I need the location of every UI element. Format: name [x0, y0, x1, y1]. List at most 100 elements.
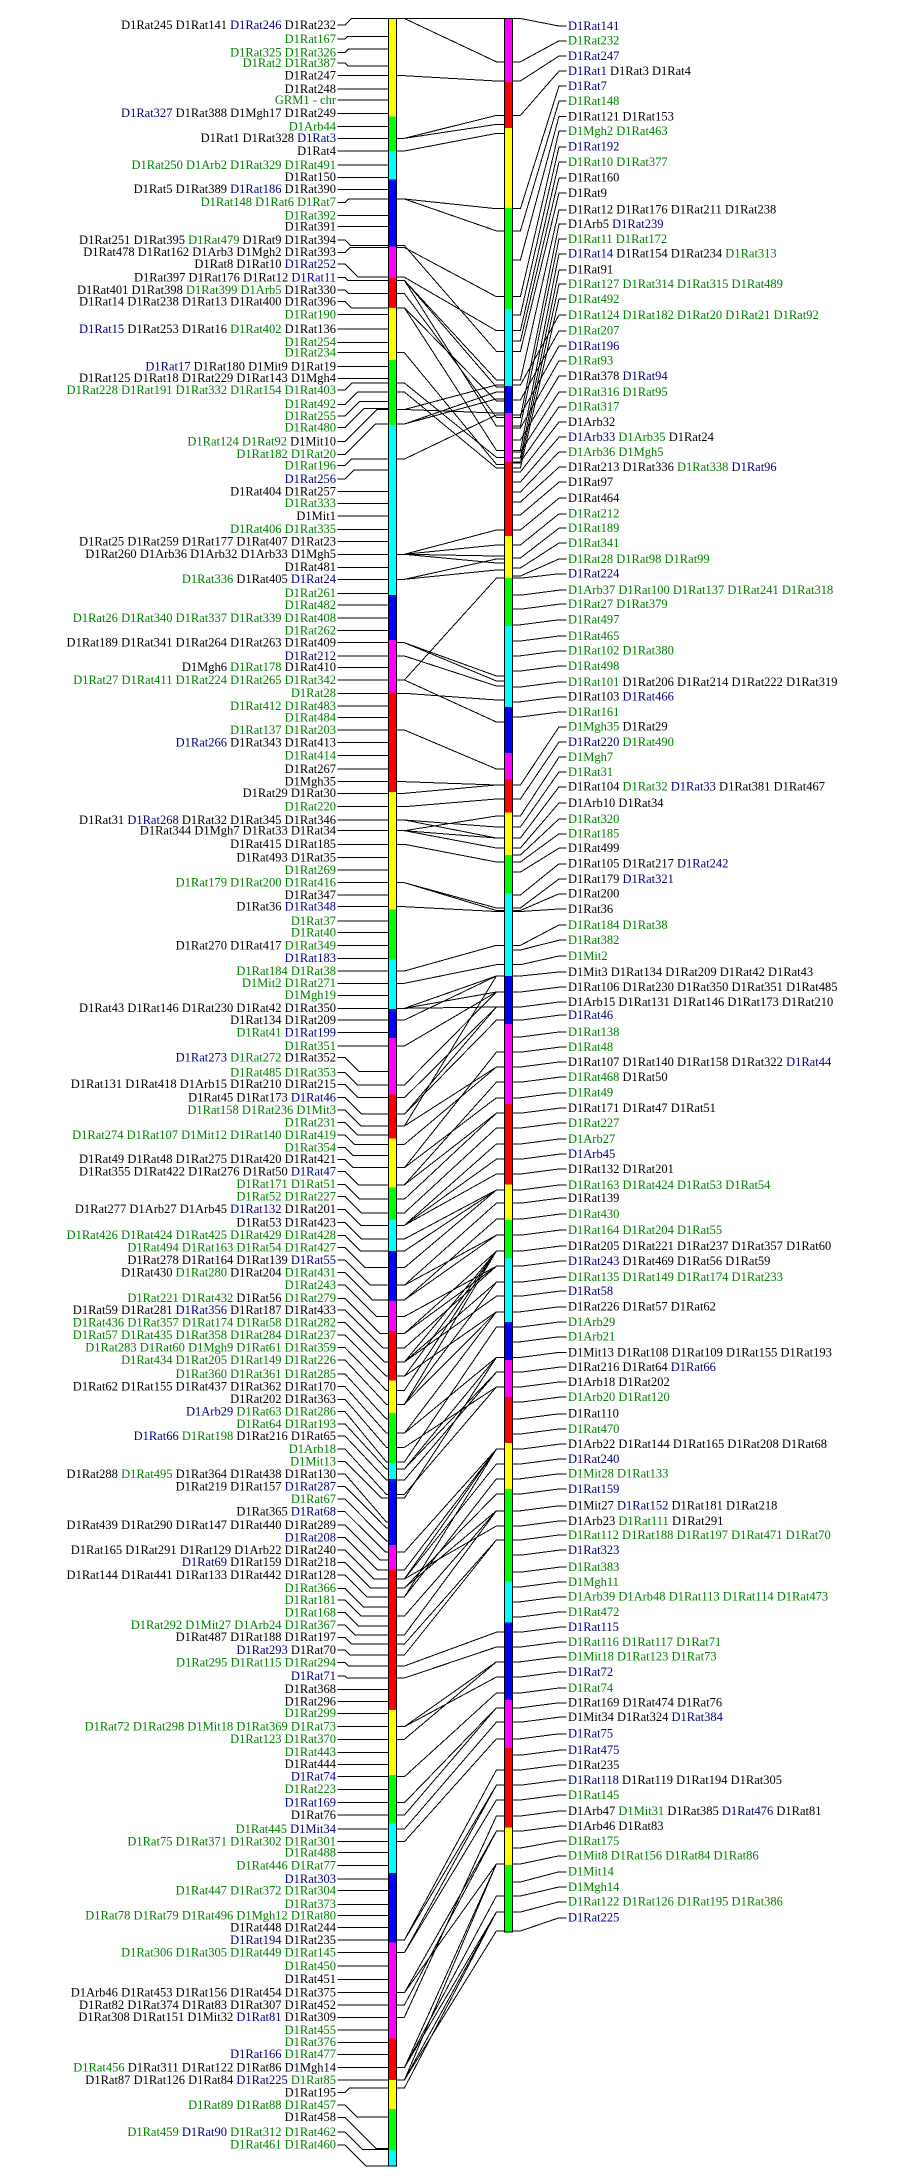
svg-text:D1Rat316 D1Rat95: D1Rat316 D1Rat95 — [568, 385, 668, 399]
svg-text:D1Rat243 D1Rat469 D1Rat56 D1Ra: D1Rat243 D1Rat469 D1Rat56 D1Rat59 — [568, 1254, 770, 1268]
svg-text:D1Rat243: D1Rat243 — [285, 1278, 336, 1292]
svg-text:D1Mgh2 D1Rat463: D1Mgh2 D1Rat463 — [568, 124, 668, 138]
svg-text:D1Rat397 D1Rat176 D1Rat12 D1Ra: D1Rat397 D1Rat176 D1Rat12 D1Rat11 — [134, 271, 336, 285]
svg-text:D1Rat261: D1Rat261 — [285, 586, 336, 600]
svg-text:D1Rat57 D1Rat435 D1Rat358 D1Ra: D1Rat57 D1Rat435 D1Rat358 D1Rat284 D1Rat… — [73, 1328, 336, 1342]
svg-text:D1Rat67: D1Rat67 — [291, 1492, 336, 1506]
svg-text:D1Rat382: D1Rat382 — [568, 933, 619, 947]
svg-text:D1Rat181: D1Rat181 — [285, 1593, 336, 1607]
svg-text:D1Rat27 D1Rat411 D1Rat224 D1Ra: D1Rat27 D1Rat411 D1Rat224 D1Rat265 D1Rat… — [73, 673, 336, 687]
svg-text:D1Rat141: D1Rat141 — [568, 19, 619, 33]
svg-text:D1Rat53 D1Rat423: D1Rat53 D1Rat423 — [236, 1216, 336, 1230]
svg-text:D1Rat484: D1Rat484 — [285, 711, 337, 725]
svg-text:D1Rat373: D1Rat373 — [285, 1897, 336, 1911]
svg-text:D1Rat232: D1Rat232 — [568, 34, 619, 48]
svg-text:D1Rat205 D1Rat221 D1Rat237 D1R: D1Rat205 D1Rat221 D1Rat237 D1Rat357 D1Ra… — [568, 1239, 831, 1253]
svg-text:D1Rat189 D1Rat341 D1Rat264 D1R: D1Rat189 D1Rat341 D1Rat264 D1Rat263 D1Ra… — [67, 636, 336, 650]
svg-text:D1Rat196: D1Rat196 — [285, 459, 336, 473]
svg-text:D1Mgh6 D1Rat178 D1Rat410: D1Mgh6 D1Rat178 D1Rat410 — [182, 660, 336, 674]
svg-text:D1Arb5 D1Rat239: D1Arb5 D1Rat239 — [568, 217, 663, 231]
svg-text:D1Mgh19: D1Mgh19 — [285, 988, 336, 1002]
svg-text:D1Rat14 D1Rat238 D1Rat13 D1Rat: D1Rat14 D1Rat238 D1Rat13 D1Rat400 D1Rat3… — [79, 295, 336, 309]
svg-text:D1Rat159: D1Rat159 — [568, 1482, 619, 1496]
svg-text:D1Arb29 D1Rat63 D1Rat286: D1Arb29 D1Rat63 D1Rat286 — [186, 1405, 336, 1419]
svg-text:D1Mit28 D1Rat133: D1Mit28 D1Rat133 — [568, 1467, 668, 1481]
svg-text:D1Rat247: D1Rat247 — [568, 49, 619, 63]
svg-text:D1Rat123 D1Rat370: D1Rat123 D1Rat370 — [230, 1732, 336, 1746]
svg-text:D1Rat58: D1Rat58 — [568, 1284, 613, 1298]
svg-text:D1Rat183: D1Rat183 — [285, 951, 336, 965]
svg-text:D1Rat251 D1Rat395 D1Rat479 D1R: D1Rat251 D1Rat395 D1Rat479 D1Rat9 D1Rat3… — [79, 233, 337, 247]
svg-text:D1Arb18 D1Rat202: D1Arb18 D1Rat202 — [568, 1375, 670, 1389]
svg-text:D1Rat125 D1Rat18 D1Rat229 D1Ra: D1Rat125 D1Rat18 D1Rat229 D1Rat143 D1Mgh… — [79, 371, 337, 385]
svg-text:D1Rat171 D1Rat47 D1Rat51: D1Rat171 D1Rat47 D1Rat51 — [568, 1101, 716, 1115]
svg-text:D1Rat139: D1Rat139 — [568, 1191, 619, 1205]
svg-text:D1Rat37: D1Rat37 — [291, 914, 336, 928]
svg-text:D1Rat446 D1Rat77: D1Rat446 D1Rat77 — [236, 1859, 336, 1873]
svg-text:D1Rat161: D1Rat161 — [568, 705, 619, 719]
svg-text:D1Rat415 D1Rat185: D1Rat415 D1Rat185 — [230, 837, 336, 851]
svg-text:D1Mit2 D1Rat271: D1Mit2 D1Rat271 — [242, 976, 336, 990]
svg-text:D1Arb20 D1Rat120: D1Arb20 D1Rat120 — [568, 1390, 670, 1404]
svg-text:D1Rat444: D1Rat444 — [285, 1757, 337, 1771]
svg-text:D1Rat75 D1Rat371 D1Rat302 D1Ra: D1Rat75 D1Rat371 D1Rat302 D1Rat301 — [127, 1835, 336, 1849]
svg-text:D1Rat167: D1Rat167 — [285, 32, 336, 46]
svg-text:D1Rat106 D1Rat230 D1Rat350 D1R: D1Rat106 D1Rat230 D1Rat350 D1Rat351 D1Ra… — [568, 980, 837, 994]
svg-text:D1Rat25 D1Rat259 D1Rat177 D1Ra: D1Rat25 D1Rat259 D1Rat177 D1Rat407 D1Rat… — [79, 535, 336, 549]
svg-text:D1Rat392: D1Rat392 — [285, 209, 336, 223]
svg-text:D1Rat351: D1Rat351 — [285, 1039, 336, 1053]
svg-text:D1Rat97: D1Rat97 — [568, 475, 613, 489]
svg-text:D1Rat450: D1Rat450 — [285, 1959, 336, 1973]
svg-text:D1Rat414: D1Rat414 — [285, 749, 337, 763]
svg-text:D1Rat72: D1Rat72 — [568, 1665, 613, 1679]
svg-text:D1Arb27: D1Arb27 — [568, 1132, 615, 1146]
svg-text:D1Rat485 D1Rat353: D1Rat485 D1Rat353 — [230, 1066, 336, 1080]
svg-text:D1Rat165 D1Rat291 D1Rat129 D1A: D1Rat165 D1Rat291 D1Rat129 D1Arb22 D1Rat… — [71, 1543, 336, 1557]
svg-text:D1Rat78 D1Rat79 D1Rat496 D1Mgh: D1Rat78 D1Rat79 D1Rat496 D1Mgh12 D1Rat80 — [85, 1909, 336, 1923]
svg-text:D1Rat376: D1Rat376 — [285, 2035, 336, 2049]
svg-text:D1Rat250 D1Arb2 D1Rat329 D1Rat: D1Rat250 D1Arb2 D1Rat329 D1Rat491 — [131, 158, 336, 172]
svg-text:D1Rat212: D1Rat212 — [285, 649, 336, 663]
svg-text:D1Rat430 D1Rat280 D1Rat204 D1R: D1Rat430 D1Rat280 D1Rat204 D1Rat431 — [121, 1266, 336, 1280]
svg-text:D1Rat132 D1Rat201: D1Rat132 D1Rat201 — [568, 1162, 674, 1176]
svg-text:D1Rat15 D1Rat253 D1Rat16 D1Rat: D1Rat15 D1Rat253 D1Rat16 D1Rat402 D1Rat1… — [79, 322, 336, 336]
svg-text:D1Rat124 D1Rat182 D1Rat20 D1Ra: D1Rat124 D1Rat182 D1Rat20 D1Rat21 D1Rat9… — [568, 308, 819, 322]
svg-text:D1Rat391: D1Rat391 — [285, 220, 336, 234]
svg-text:D1Rat378 D1Rat94: D1Rat378 D1Rat94 — [568, 369, 668, 383]
svg-text:D1Rat227: D1Rat227 — [568, 1116, 619, 1130]
svg-text:D1Rat225: D1Rat225 — [568, 1911, 619, 1925]
svg-text:D1Rat40: D1Rat40 — [291, 926, 336, 940]
svg-text:D1Rat36 D1Rat348: D1Rat36 D1Rat348 — [236, 900, 336, 914]
svg-text:D1Rat213 D1Rat336 D1Rat338 D1R: D1Rat213 D1Rat336 D1Rat338 D1Rat96 — [568, 460, 777, 474]
svg-text:D1Rat190: D1Rat190 — [285, 308, 336, 322]
svg-text:D1Rat499: D1Rat499 — [568, 841, 619, 855]
svg-text:D1Rat336 D1Rat405 D1Rat24: D1Rat336 D1Rat405 D1Rat24 — [182, 572, 337, 586]
svg-text:D1Rat368: D1Rat368 — [285, 1682, 336, 1696]
svg-text:D1Rat194 D1Rat235: D1Rat194 D1Rat235 — [230, 1933, 336, 1947]
svg-text:D1Rat256: D1Rat256 — [285, 472, 336, 486]
svg-text:D1Rat185: D1Rat185 — [568, 827, 619, 841]
svg-text:D1Rat75: D1Rat75 — [568, 1727, 613, 1741]
svg-text:D1Rat52 D1Rat227: D1Rat52 D1Rat227 — [236, 1190, 336, 1204]
svg-text:D1Rat31: D1Rat31 — [568, 765, 613, 779]
svg-text:D1Rat169: D1Rat169 — [285, 1796, 336, 1810]
svg-text:D1Rat131 D1Rat418 D1Arb15 D1Ra: D1Rat131 D1Rat418 D1Arb15 D1Rat210 D1Rat… — [71, 1077, 336, 1091]
svg-text:D1Rat451: D1Rat451 — [285, 1972, 336, 1986]
svg-text:D1Rat160: D1Rat160 — [568, 171, 619, 185]
svg-text:D1Rat1 D1Rat3 D1Rat4: D1Rat1 D1Rat3 D1Rat4 — [568, 64, 692, 78]
svg-text:D1Rat12 D1Rat176 D1Rat211 D1Ra: D1Rat12 D1Rat176 D1Rat211 D1Rat238 — [568, 203, 776, 217]
svg-text:D1Rat103 D1Rat466: D1Rat103 D1Rat466 — [568, 690, 674, 704]
svg-text:D1Rat492: D1Rat492 — [568, 292, 619, 306]
svg-text:D1Rat325 D1Rat326: D1Rat325 D1Rat326 — [230, 46, 336, 60]
svg-text:D1Rat216 D1Rat64 D1Rat66: D1Rat216 D1Rat64 D1Rat66 — [568, 1360, 716, 1374]
svg-text:D1Rat36: D1Rat36 — [568, 902, 613, 916]
svg-text:D1Rat487 D1Rat188 D1Rat197: D1Rat487 D1Rat188 D1Rat197 — [176, 1630, 336, 1644]
svg-text:D1Arb36 D1Mgh5: D1Arb36 D1Mgh5 — [568, 445, 664, 459]
svg-text:D1Rat274 D1Rat107 D1Mit12 D1Ra: D1Rat274 D1Rat107 D1Mit12 D1Rat140 D1Rat… — [72, 1128, 336, 1142]
svg-text:D1Rat5 D1Rat389 D1Rat186 D1Rat: D1Rat5 D1Rat389 D1Rat186 D1Rat390 — [134, 182, 336, 196]
svg-text:D1Rat266 D1Rat343 D1Rat413: D1Rat266 D1Rat343 D1Rat413 — [176, 736, 336, 750]
svg-text:D1Rat434 D1Rat205 D1Rat149 D1R: D1Rat434 D1Rat205 D1Rat149 D1Rat226 — [121, 1353, 336, 1367]
svg-text:D1Mit18 D1Rat123 D1Rat73: D1Mit18 D1Rat123 D1Rat73 — [568, 1650, 717, 1664]
svg-text:D1Rat59 D1Rat281 D1Rat356 D1Ra: D1Rat59 D1Rat281 D1Rat356 D1Rat187 D1Rat… — [73, 1303, 336, 1317]
svg-text:D1Rat459 D1Rat90 D1Rat312 D1Ra: D1Rat459 D1Rat90 D1Rat312 D1Rat462 — [127, 2125, 336, 2139]
